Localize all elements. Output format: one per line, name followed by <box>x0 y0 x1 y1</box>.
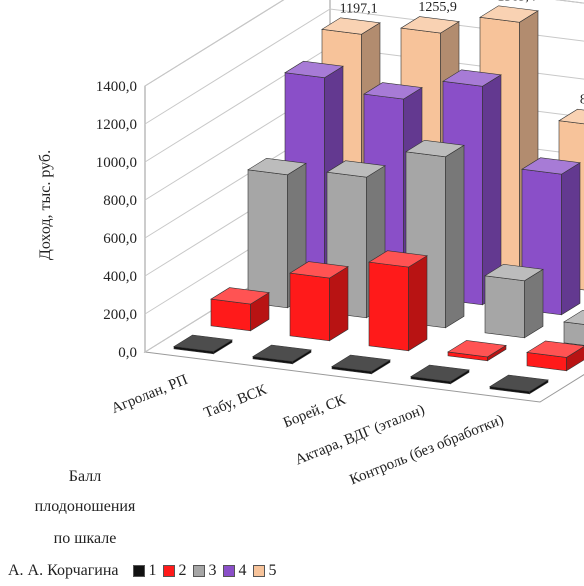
legend: А. А. Корчагина 1 2 3 4 5 <box>8 559 283 583</box>
bar-series-2-cat-3 <box>368 250 428 352</box>
y-tick-label: 800,0 <box>103 193 137 209</box>
legend-title-line-4: А. А. Корчагина <box>8 562 119 579</box>
legend-title-line-3: по шкале <box>53 530 117 547</box>
legend-label-5: 5 <box>268 562 277 579</box>
y-tick-label: 1200,0 <box>96 117 137 133</box>
legend-item-2: 2 <box>162 562 187 580</box>
y-tick-label: 200,0 <box>103 307 137 323</box>
y-tick-label: 1000,0 <box>96 155 137 171</box>
y-tick-label: 400,0 <box>103 269 137 285</box>
legend-item-4: 4 <box>222 562 247 580</box>
legend-item-1: 1 <box>132 562 157 580</box>
bar-series-4-cat-4 <box>521 157 581 316</box>
legend-label-1: 1 <box>148 562 157 579</box>
data-label: 1365,4 <box>497 0 536 4</box>
y-tick-label: 1400,0 <box>96 79 137 95</box>
gridline <box>144 8 584 125</box>
y-axis-label: Доход, тыс. руб. <box>37 150 54 260</box>
bar-series-1-cat-4 <box>410 364 470 385</box>
legend-title-line-1: Балл <box>68 468 102 485</box>
bar-series-2-cat-4 <box>447 340 507 362</box>
bar-series-2-cat-1 <box>210 287 270 332</box>
data-label: 873,9 <box>580 93 584 108</box>
y-tick-label: 0,0 <box>118 345 137 361</box>
data-label: 1255,9 <box>418 0 457 15</box>
legend-label-2: 2 <box>178 562 187 579</box>
bar-series-3-cat-5 <box>563 310 584 346</box>
bar-series-2-cat-5 <box>526 340 584 372</box>
legend-swatch-4 <box>222 565 235 577</box>
bar-series-1-cat-5 <box>489 374 549 395</box>
bar-series-3-cat-4 <box>484 263 544 339</box>
legend-label-3: 3 <box>208 562 217 579</box>
x-tick-label: Борей, СК <box>281 392 349 432</box>
data-label: 1197,1 <box>340 1 378 16</box>
bar-series-1-cat-1 <box>173 334 233 355</box>
x-tick-label: Табу, ВСК <box>202 382 270 422</box>
y-tick-label: 600,0 <box>103 231 137 247</box>
legend-item-3: 3 <box>192 562 217 580</box>
bar-series-1-cat-2 <box>252 344 312 365</box>
legend-title-line-2: плодоношения <box>34 498 136 515</box>
legend-label-4: 4 <box>238 562 247 579</box>
legend-swatch-1 <box>132 565 145 577</box>
bar-series-1-cat-3 <box>331 354 391 375</box>
legend-swatch-5 <box>252 565 265 577</box>
gridline <box>144 0 584 87</box>
legend-swatch-3 <box>192 565 205 577</box>
bar-series-2-cat-2 <box>289 261 349 342</box>
legend-item-5: 5 <box>252 562 277 580</box>
x-tick-label: Агролан, РП <box>109 372 190 417</box>
legend-swatch-2 <box>162 565 175 577</box>
